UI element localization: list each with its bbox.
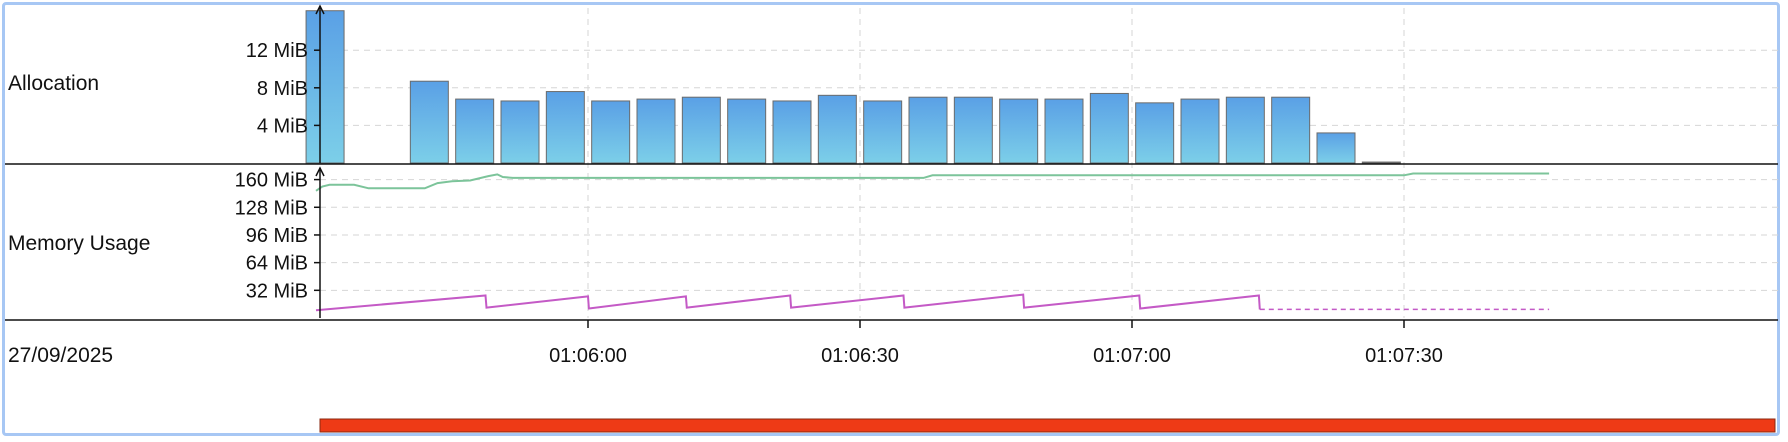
allocation-bar[interactable]	[591, 100, 631, 164]
allocation-bar[interactable]	[636, 98, 676, 164]
grid	[320, 8, 1778, 318]
memory-usage-panel-label: Memory Usage	[8, 232, 150, 255]
allocation-bar[interactable]	[1361, 161, 1401, 164]
allocation-y-tick-label: 8 MiB	[257, 78, 308, 100]
time-tick-label: 01:07:00	[1093, 345, 1171, 367]
memory-y-tick-label: 128 MiB	[235, 197, 308, 219]
allocation-plot[interactable]	[305, 10, 1401, 164]
chart-frame	[2, 2, 1780, 436]
memory-y-tick-label: 64 MiB	[246, 253, 308, 275]
allocation-bar[interactable]	[1316, 132, 1356, 164]
allocation-bar[interactable]	[305, 10, 345, 164]
axes: 4 MiB 8 MiB 12 MiB 32 MiB 64 MiB 96 MiB 128 Mi…	[5, 4, 1778, 433]
memory-usage-plot[interactable]	[315, 172, 1550, 312]
allocation-bar[interactable]	[1180, 98, 1220, 164]
allocation-y-axis-arrow	[315, 4, 325, 15]
allocation-y-tick-label: 4 MiB	[257, 115, 308, 137]
allocation-bar[interactable]	[455, 98, 495, 164]
memory-y-axis-arrow	[315, 166, 325, 177]
allocation-bar[interactable]	[409, 80, 449, 164]
time-range-selector[interactable]	[319, 418, 1776, 433]
heap-memory-line[interactable]	[315, 293, 1261, 312]
allocation-bar[interactable]	[727, 98, 767, 164]
allocation-bar[interactable]	[545, 91, 585, 164]
allocation-bar[interactable]	[500, 100, 540, 164]
memory-y-tick-label: 160 MiB	[235, 170, 308, 192]
allocation-bar[interactable]	[1225, 96, 1265, 164]
allocation-y-tick-label: 12 MiB	[246, 40, 308, 62]
allocation-bar[interactable]	[772, 100, 812, 164]
allocation-bar[interactable]	[1089, 92, 1129, 164]
allocation-bar[interactable]	[863, 100, 903, 164]
allocation-bar[interactable]	[817, 94, 857, 164]
memory-y-tick-label: 32 MiB	[246, 280, 308, 302]
allocation-bar[interactable]	[1135, 102, 1175, 164]
time-tick-label: 01:06:00	[549, 345, 627, 367]
allocation-bar[interactable]	[953, 96, 993, 164]
allocation-bar[interactable]	[1271, 96, 1311, 164]
time-tick-label: 01:06:30	[821, 345, 899, 367]
allocation-bar[interactable]	[908, 96, 948, 164]
memory-y-tick-label: 96 MiB	[246, 225, 308, 247]
allocation-bar[interactable]	[999, 98, 1039, 164]
used-memory-line[interactable]	[315, 172, 1550, 192]
allocation-bar[interactable]	[681, 96, 721, 164]
allocation-panel-label: Allocation	[8, 72, 99, 95]
allocation-bar[interactable]	[1044, 98, 1084, 164]
time-tick-label: 01:07:30	[1365, 345, 1443, 367]
date-label: 27/09/2025	[8, 344, 113, 367]
